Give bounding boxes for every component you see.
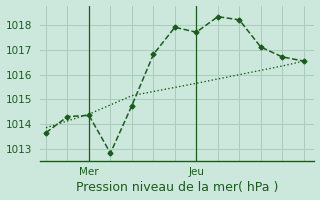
X-axis label: Pression niveau de la mer( hPa ): Pression niveau de la mer( hPa ): [76, 181, 278, 194]
